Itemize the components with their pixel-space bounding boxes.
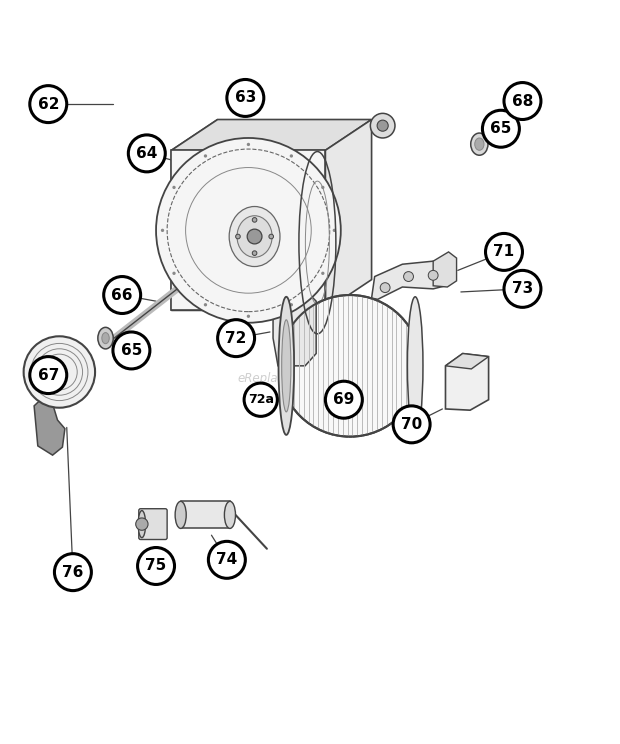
Circle shape — [279, 295, 421, 437]
Ellipse shape — [475, 138, 484, 150]
Text: eReplacementParts.com: eReplacementParts.com — [238, 372, 382, 385]
Circle shape — [404, 272, 414, 281]
Text: 71: 71 — [494, 245, 515, 260]
Circle shape — [55, 368, 64, 376]
Polygon shape — [433, 252, 456, 287]
Circle shape — [172, 272, 175, 275]
Circle shape — [172, 186, 175, 189]
Text: 72a: 72a — [248, 394, 274, 406]
Polygon shape — [172, 120, 218, 310]
Text: 72: 72 — [226, 330, 247, 346]
Text: 67: 67 — [38, 368, 59, 382]
Circle shape — [208, 542, 246, 578]
Circle shape — [247, 143, 250, 146]
Text: 65: 65 — [121, 343, 142, 358]
Circle shape — [377, 120, 388, 131]
Polygon shape — [172, 280, 326, 310]
Circle shape — [204, 303, 207, 307]
Circle shape — [30, 356, 67, 394]
Ellipse shape — [175, 501, 186, 528]
Polygon shape — [371, 261, 446, 299]
Circle shape — [370, 113, 395, 138]
Circle shape — [161, 228, 164, 232]
Circle shape — [504, 270, 541, 307]
Polygon shape — [273, 289, 316, 366]
Circle shape — [204, 154, 207, 158]
Circle shape — [227, 80, 264, 116]
Circle shape — [30, 86, 67, 123]
Text: 74: 74 — [216, 552, 237, 568]
Circle shape — [247, 229, 262, 244]
Circle shape — [55, 554, 91, 591]
Text: 68: 68 — [512, 94, 533, 109]
Ellipse shape — [237, 216, 272, 257]
Circle shape — [252, 251, 257, 255]
Circle shape — [136, 518, 148, 530]
Polygon shape — [446, 353, 489, 369]
Text: 64: 64 — [136, 146, 157, 161]
Circle shape — [428, 270, 438, 280]
Ellipse shape — [229, 207, 280, 266]
Circle shape — [380, 283, 390, 292]
Polygon shape — [172, 120, 371, 150]
Circle shape — [290, 154, 293, 158]
FancyBboxPatch shape — [180, 501, 230, 528]
Ellipse shape — [98, 327, 113, 349]
Circle shape — [236, 234, 241, 239]
Circle shape — [113, 332, 150, 369]
Text: 75: 75 — [146, 559, 167, 574]
Polygon shape — [326, 120, 371, 310]
Circle shape — [24, 336, 95, 408]
Text: 63: 63 — [234, 91, 256, 106]
Polygon shape — [446, 353, 489, 410]
Text: 76: 76 — [62, 565, 84, 580]
Circle shape — [244, 383, 277, 417]
Text: 66: 66 — [112, 287, 133, 303]
Ellipse shape — [138, 510, 146, 538]
Text: 70: 70 — [401, 417, 422, 432]
Circle shape — [269, 234, 273, 239]
Circle shape — [321, 272, 324, 275]
Circle shape — [321, 186, 324, 189]
Circle shape — [326, 381, 362, 418]
Text: 73: 73 — [512, 281, 533, 296]
Circle shape — [156, 138, 341, 323]
Ellipse shape — [281, 320, 291, 412]
Ellipse shape — [407, 297, 423, 435]
Text: 65: 65 — [490, 121, 511, 136]
Ellipse shape — [102, 333, 109, 344]
Circle shape — [393, 406, 430, 443]
Circle shape — [485, 234, 523, 270]
FancyBboxPatch shape — [139, 509, 167, 539]
Circle shape — [138, 548, 174, 585]
Ellipse shape — [278, 297, 294, 435]
Circle shape — [104, 277, 141, 313]
Text: 69: 69 — [333, 392, 355, 407]
Circle shape — [247, 315, 250, 318]
Ellipse shape — [224, 501, 236, 528]
Ellipse shape — [471, 133, 488, 155]
Circle shape — [504, 83, 541, 120]
Circle shape — [128, 135, 166, 172]
Polygon shape — [273, 263, 304, 304]
Circle shape — [482, 110, 520, 147]
Circle shape — [218, 320, 255, 356]
Polygon shape — [172, 150, 326, 310]
Polygon shape — [34, 397, 65, 455]
Text: 62: 62 — [38, 97, 59, 112]
Circle shape — [333, 228, 336, 232]
Circle shape — [290, 303, 293, 307]
Circle shape — [252, 217, 257, 222]
